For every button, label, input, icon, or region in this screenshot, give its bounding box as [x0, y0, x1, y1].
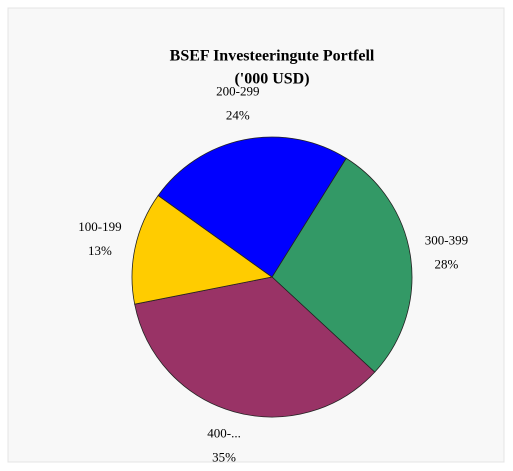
chart-title: BSEF Investeeringute Portfell — [170, 48, 375, 65]
pie-slice — [271, 157, 413, 373]
slice-label: 100-199 — [78, 219, 121, 234]
slice-value-label: 28% — [435, 257, 459, 272]
pie-slice — [157, 136, 347, 278]
slice-value-label: 35% — [212, 449, 236, 464]
slice-value-label: 24% — [226, 107, 250, 122]
slice-label: 300-399 — [425, 233, 468, 248]
slice-label: 400-... — [207, 425, 241, 440]
chart-subtitle: ('000 USD) — [234, 71, 309, 88]
pie-slice — [134, 276, 376, 418]
slice-label: 200-299 — [216, 83, 259, 98]
pie-slice — [131, 194, 273, 305]
slice-value-label: 13% — [88, 243, 112, 258]
